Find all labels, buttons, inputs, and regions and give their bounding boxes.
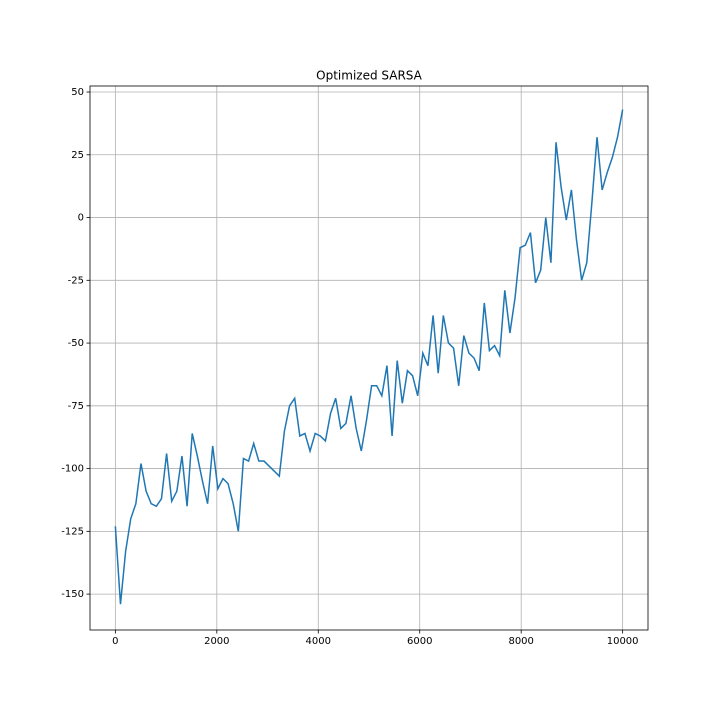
x-tick-label: 8000 bbox=[508, 636, 533, 647]
y-tick-label: -100 bbox=[61, 464, 84, 475]
y-tick-label: 25 bbox=[71, 150, 84, 161]
y-tick-label: 50 bbox=[71, 87, 84, 98]
y-tick-label: -75 bbox=[68, 401, 84, 412]
y-tick-label: -25 bbox=[68, 275, 84, 286]
x-tick-label: 6000 bbox=[407, 636, 432, 647]
y-tick-label: 0 bbox=[78, 213, 84, 224]
line bbox=[114, 109, 624, 605]
x-tick-label: 2000 bbox=[204, 636, 229, 647]
y-tick-label: -150 bbox=[61, 589, 84, 600]
chart-title: Optimized SARSA bbox=[316, 69, 422, 83]
x-tick-label: 0 bbox=[112, 636, 118, 647]
x-tick-label: 10000 bbox=[607, 636, 639, 647]
axes-frame bbox=[89, 85, 649, 631]
y-tick-label: -50 bbox=[68, 338, 84, 349]
x-tick-label: 4000 bbox=[306, 636, 331, 647]
y-tick-label: -125 bbox=[61, 526, 84, 537]
